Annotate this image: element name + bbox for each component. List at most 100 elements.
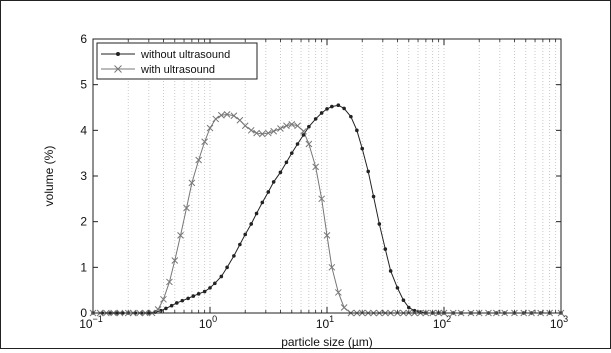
plot-area-border — [92, 38, 562, 314]
data-point-dot — [366, 169, 371, 174]
data-point-x — [177, 232, 184, 239]
data-point-x — [283, 122, 290, 130]
legend-label: without ultrasound — [140, 49, 230, 61]
y-tick-label: 6 — [80, 32, 87, 46]
x-tick-exponent: 3 — [563, 314, 568, 324]
data-point-x — [188, 179, 196, 187]
y-tick-label: 4 — [80, 123, 87, 137]
data-point-dot — [301, 133, 306, 137]
data-point-x — [264, 129, 272, 137]
data-point-dot — [383, 247, 388, 251]
data-point-x — [154, 305, 162, 313]
x-tick-label: 102 — [433, 314, 451, 331]
y-tick-label: 3 — [80, 169, 87, 183]
data-point-dot — [401, 298, 406, 303]
data-point-dot — [266, 190, 271, 194]
data-point-x — [160, 295, 167, 303]
legend-box — [96, 42, 258, 80]
data-point-dot — [249, 222, 254, 226]
data-point-x — [305, 140, 313, 148]
data-point-dot — [278, 170, 283, 175]
data-point-x — [312, 163, 320, 171]
data-point-dot — [238, 242, 242, 247]
data-point-dot — [164, 306, 168, 311]
data-point-dot — [260, 200, 265, 205]
data-point-dot — [349, 114, 353, 119]
data-point-dot — [174, 301, 179, 305]
data-point-x — [253, 129, 260, 137]
data-point-dot — [225, 265, 229, 270]
x-tick-label: 103 — [550, 314, 568, 331]
chart: 0 1 2 3 4 5 6 10−1 100 101 102 103 without ultrasou… — [42, 32, 568, 349]
data-point-x — [277, 125, 284, 132]
legend-marker-dot — [116, 52, 120, 56]
data-point-dot — [243, 232, 248, 237]
data-point-dot — [213, 281, 217, 286]
data-point-x — [340, 304, 348, 311]
data-point-dot — [388, 269, 393, 273]
y-axis-label: volume (%) — [42, 146, 56, 207]
data-point-x — [270, 127, 278, 135]
x-tick-exponent: 1 — [329, 314, 334, 324]
data-point-x — [300, 127, 307, 135]
legend-label: with ultrasound — [140, 64, 215, 76]
data-point-x — [166, 278, 173, 286]
data-point-dot — [406, 305, 411, 310]
data-point-x — [223, 110, 231, 118]
data-point-dot — [289, 151, 294, 155]
data-point-dot — [307, 124, 311, 129]
data-point-x — [258, 130, 266, 138]
data-point-dot — [202, 289, 207, 294]
grid — [127, 39, 557, 313]
data-point-dot — [208, 286, 212, 290]
data-point-dot — [284, 160, 289, 165]
data-point-dot — [196, 292, 201, 296]
y-tick-label: 0 — [80, 306, 87, 320]
data-point-x — [328, 263, 336, 271]
data-point-x — [171, 257, 179, 264]
x-axis-label: particle size (µm) — [281, 335, 373, 348]
data-point-dot — [325, 107, 329, 111]
y-tick-label: 1 — [80, 260, 87, 274]
data-point-dot — [360, 146, 365, 151]
data-point-dot — [169, 303, 174, 308]
data-point-x — [217, 111, 225, 119]
legend: without ultrasound with ultrasound — [96, 42, 258, 80]
data-point-dot — [295, 142, 300, 146]
data-point-dot — [377, 222, 382, 226]
y-tick-label: 2 — [80, 215, 87, 229]
data-point-dot — [186, 296, 190, 301]
y-tick-label: 5 — [80, 78, 87, 92]
data-point-x — [318, 195, 325, 203]
data-point-dot — [191, 294, 196, 298]
x-tick-label: 100 — [199, 314, 217, 331]
data-point-dot — [395, 286, 400, 290]
data-point-x — [201, 138, 208, 146]
data-point-dot — [254, 211, 259, 216]
data-point-dot — [342, 106, 346, 111]
data-point-dot — [232, 254, 236, 258]
data-point-x — [334, 289, 342, 296]
data-point-x — [288, 121, 296, 128]
x-tick-label: 10−1 — [79, 314, 103, 331]
x-tick-label: 101 — [316, 314, 334, 331]
data-point-x — [206, 124, 214, 132]
data-point-x — [241, 122, 249, 130]
data-point-dot — [180, 298, 185, 303]
data-point-x — [236, 116, 244, 124]
data-point-x — [212, 115, 220, 123]
data-point-x — [183, 204, 190, 212]
data-point-dot — [330, 104, 334, 109]
legend-marker-x — [114, 65, 122, 73]
data-point-x — [195, 156, 203, 164]
data-point-dot — [313, 117, 318, 121]
data-point-dot — [355, 128, 359, 133]
series-lines — [93, 104, 561, 314]
x-tick-exponent: 2 — [446, 314, 451, 324]
x-tick-exponent: −1 — [93, 314, 103, 324]
data-point-dot — [371, 194, 376, 199]
data-point-dot — [319, 111, 324, 115]
series-line-1 — [93, 104, 561, 314]
data-point-x — [230, 112, 238, 120]
